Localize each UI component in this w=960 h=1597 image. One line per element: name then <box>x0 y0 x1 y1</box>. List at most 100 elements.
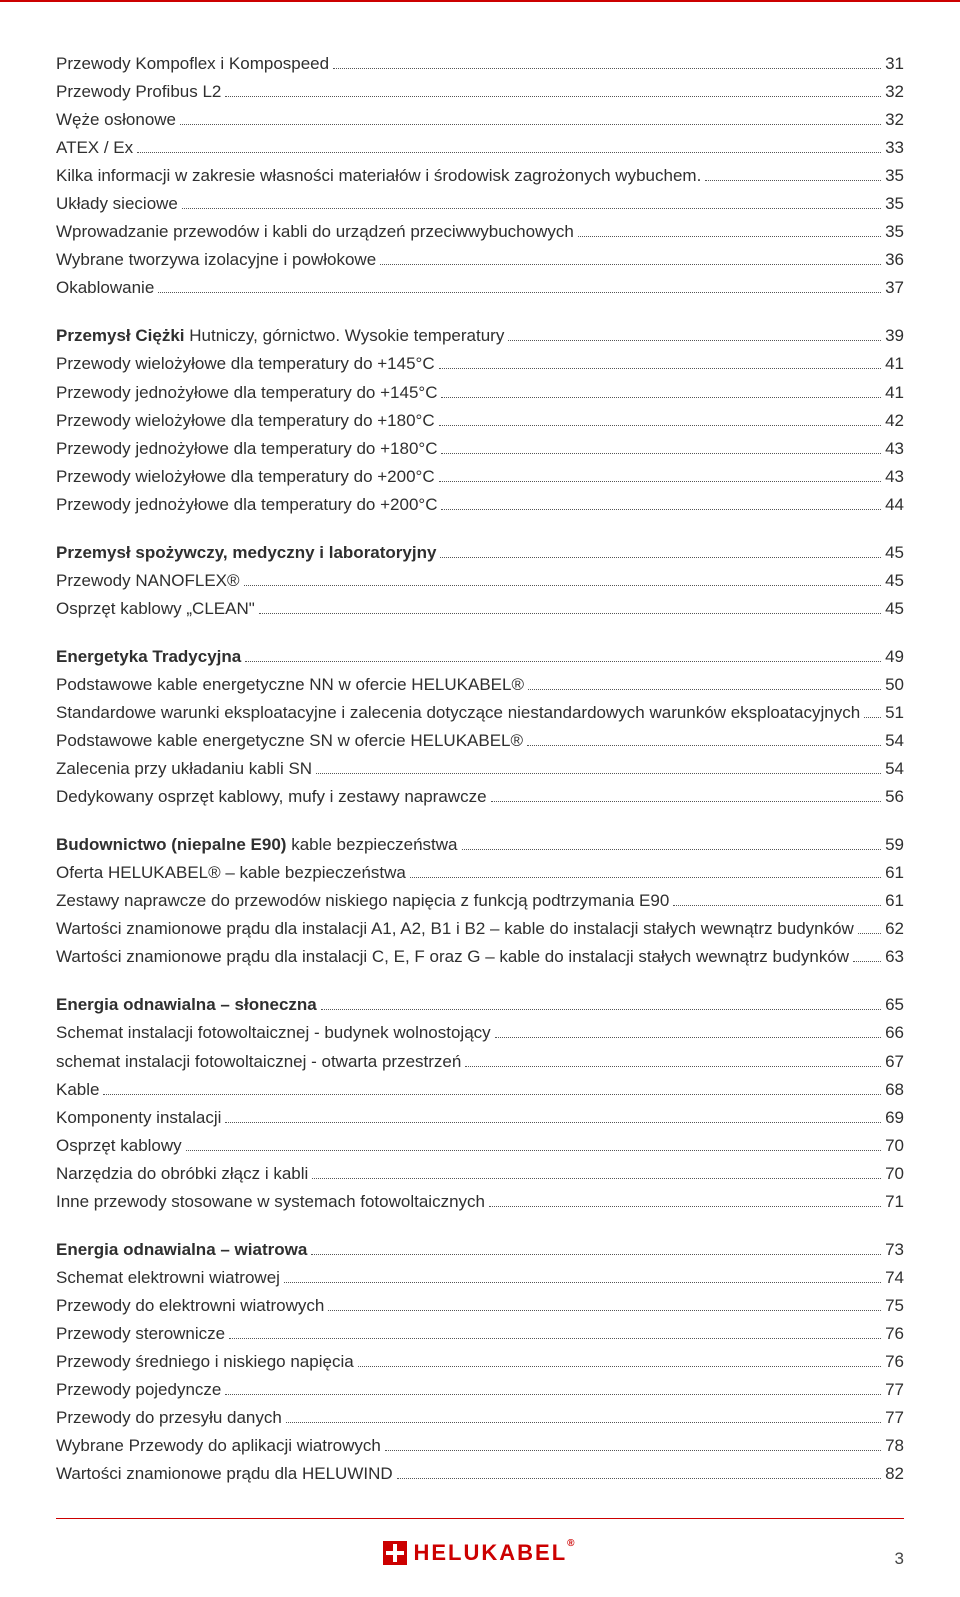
toc-label: Standardowe warunki eksploatacyjne i zal… <box>56 699 860 727</box>
toc-leader <box>440 541 881 557</box>
toc-label: Wartości znamionowe prądu dla instalacji… <box>56 943 849 971</box>
toc-label: Dedykowany osprzęt kablowy, mufy i zesta… <box>56 783 487 811</box>
toc-label: Przewody sterownicze <box>56 1320 225 1348</box>
toc-entry[interactable]: Podstawowe kable energetyczne SN w oferc… <box>56 727 904 755</box>
toc-leader <box>495 1022 881 1038</box>
toc-leader <box>286 1407 881 1423</box>
toc-entry[interactable]: Zestawy naprawcze do przewodów niskiego … <box>56 887 904 915</box>
toc-entry[interactable]: Przewody wielożyłowe dla temperatury do … <box>56 463 904 491</box>
toc-section-heading[interactable]: Energia odnawialna – słoneczna65 <box>56 991 904 1019</box>
toc-entry[interactable]: Podstawowe kable energetyczne NN w oferc… <box>56 671 904 699</box>
toc-page: 82 <box>885 1460 904 1488</box>
toc-entry[interactable]: Wybrane tworzywa izolacyjne i powłokowe3… <box>56 246 904 274</box>
toc-label: Przewody jednożyłowe dla temperatury do … <box>56 491 437 519</box>
toc-entry[interactable]: Przewody jednożyłowe dla temperatury do … <box>56 379 904 407</box>
toc-page: 75 <box>885 1292 904 1320</box>
toc-entry[interactable]: Schemat elektrowni wiatrowej74 <box>56 1264 904 1292</box>
toc-entry[interactable]: Kilka informacji w zakresie własności ma… <box>56 162 904 190</box>
toc-label: Zestawy naprawcze do przewodów niskiego … <box>56 887 669 915</box>
toc-label: Przewody wielożyłowe dla temperatury do … <box>56 350 435 378</box>
toc-page: 70 <box>885 1132 904 1160</box>
toc-label: Inne przewody stosowane w systemach foto… <box>56 1188 485 1216</box>
toc-entry[interactable]: Przewody wielożyłowe dla temperatury do … <box>56 407 904 435</box>
toc-entry[interactable]: Przewody Kompoflex i Kompospeed31 <box>56 50 904 78</box>
toc-leader <box>528 674 881 690</box>
toc-entry[interactable]: Schemat instalacji fotowoltaicznej - bud… <box>56 1019 904 1047</box>
toc-leader <box>853 946 881 962</box>
toc-entry[interactable]: Przewody NANOFLEX®45 <box>56 567 904 595</box>
toc-leader <box>333 53 881 69</box>
toc-entry[interactable]: Wybrane Przewody do aplikacji wiatrowych… <box>56 1432 904 1460</box>
toc-entry[interactable]: Przewody do elektrowni wiatrowych75 <box>56 1292 904 1320</box>
toc-entry[interactable]: Standardowe warunki eksploatacyjne i zal… <box>56 699 904 727</box>
toc-leader <box>182 193 881 209</box>
toc-entry[interactable]: Przewody średniego i niskiego napięcia76 <box>56 1348 904 1376</box>
toc-entry[interactable]: schemat instalacji fotowoltaicznej - otw… <box>56 1048 904 1076</box>
toc-label: Schemat elektrowni wiatrowej <box>56 1264 280 1292</box>
toc-label: Przewody pojedyncze <box>56 1376 221 1404</box>
toc-entry[interactable]: Narzędzia do obróbki złącz i kabli70 <box>56 1160 904 1188</box>
toc-entry[interactable]: Wartości znamionowe prądu dla HELUWIND82 <box>56 1460 904 1488</box>
toc-label: Energia odnawialna – słoneczna <box>56 991 317 1019</box>
toc-section-heading[interactable]: Przemysł spożywczy, medyczny i laborator… <box>56 539 904 567</box>
toc-label: Przewody Kompoflex i Kompospeed <box>56 50 329 78</box>
toc-entry[interactable]: Wartości znamionowe prądu dla instalacji… <box>56 915 904 943</box>
toc-entry[interactable]: Oferta HELUKABEL® – kable bezpieczeństwa… <box>56 859 904 887</box>
toc-entry[interactable]: Węże osłonowe32 <box>56 106 904 134</box>
toc-leader <box>284 1267 881 1283</box>
toc-entry[interactable]: Przewody pojedyncze77 <box>56 1376 904 1404</box>
toc-entry[interactable]: Komponenty instalacji69 <box>56 1104 904 1132</box>
toc-page: 39 <box>885 322 904 350</box>
toc-label: Węże osłonowe <box>56 106 176 134</box>
toc-entry[interactable]: Osprzęt kablowy 70 <box>56 1132 904 1160</box>
toc-section-heading[interactable]: Energia odnawialna – wiatrowa73 <box>56 1236 904 1264</box>
toc-section-heading[interactable]: Budownictwo (niepalne E90) kable bezpiec… <box>56 831 904 859</box>
toc-entry[interactable]: Przewody Profibus L232 <box>56 78 904 106</box>
toc-page: 54 <box>885 727 904 755</box>
toc-leader <box>358 1351 881 1367</box>
toc-section-heading[interactable]: Przemysł Ciężki Hutniczy, górnictwo. Wys… <box>56 322 904 350</box>
toc-entry[interactable]: Okablowanie37 <box>56 274 904 302</box>
toc-leader <box>186 1134 881 1150</box>
toc-leader <box>245 646 881 662</box>
toc-entry[interactable]: Układy sieciowe35 <box>56 190 904 218</box>
toc-label: Przemysł Ciężki Hutniczy, górnictwo. Wys… <box>56 322 504 350</box>
toc-leader <box>321 994 881 1010</box>
toc-entry[interactable]: Przewody sterownicze76 <box>56 1320 904 1348</box>
toc-leader <box>380 249 881 265</box>
toc-entry[interactable]: Przewody wielożyłowe dla temperatury do … <box>56 350 904 378</box>
toc-leader <box>858 918 881 934</box>
toc-leader <box>158 277 881 293</box>
toc-leader <box>410 862 881 878</box>
toc-leader <box>103 1078 881 1094</box>
toc-leader <box>312 1162 881 1178</box>
page-content: Przewody Kompoflex i Kompospeed31Przewod… <box>0 0 960 1597</box>
toc-page: 44 <box>885 491 904 519</box>
toc-entry[interactable]: Wartości znamionowe prądu dla instalacji… <box>56 943 904 971</box>
toc-label: Wybrane Przewody do aplikacji wiatrowych <box>56 1432 381 1460</box>
toc-entry[interactable]: Zalecenia przy układaniu kabli SN 54 <box>56 755 904 783</box>
logo-text: HELUKABEL® <box>413 1540 576 1566</box>
toc-leader <box>225 1379 881 1395</box>
toc-label: Osprzęt kablowy <box>56 1132 182 1160</box>
toc-entry[interactable]: Kable68 <box>56 1076 904 1104</box>
toc-section-heading[interactable]: Energetyka Tradycyjna49 <box>56 643 904 671</box>
toc-label: Przewody jednożyłowe dla temperatury do … <box>56 435 437 463</box>
toc-label: Zalecenia przy układaniu kabli SN <box>56 755 312 783</box>
toc-entry[interactable]: Przewody do przesyłu danych77 <box>56 1404 904 1432</box>
toc-entry[interactable]: ATEX / Ex33 <box>56 134 904 162</box>
toc-leader <box>864 702 881 718</box>
toc-page: 66 <box>885 1019 904 1047</box>
toc-entry[interactable]: Wprowadzanie przewodów i kabli do urządz… <box>56 218 904 246</box>
toc-entry[interactable]: Osprzęt kablowy „CLEAN"45 <box>56 595 904 623</box>
toc-page: 68 <box>885 1076 904 1104</box>
toc-page: 73 <box>885 1236 904 1264</box>
toc-label: Komponenty instalacji <box>56 1104 221 1132</box>
toc-entry[interactable]: Dedykowany osprzęt kablowy, mufy i zesta… <box>56 783 904 811</box>
toc-leader <box>465 1050 881 1066</box>
toc-entry[interactable]: Przewody jednożyłowe dla temperatury do … <box>56 491 904 519</box>
toc-entry[interactable]: Inne przewody stosowane w systemach foto… <box>56 1188 904 1216</box>
toc-page: 51 <box>885 699 904 727</box>
toc-entry[interactable]: Przewody jednożyłowe dla temperatury do … <box>56 435 904 463</box>
toc-page: 54 <box>885 755 904 783</box>
